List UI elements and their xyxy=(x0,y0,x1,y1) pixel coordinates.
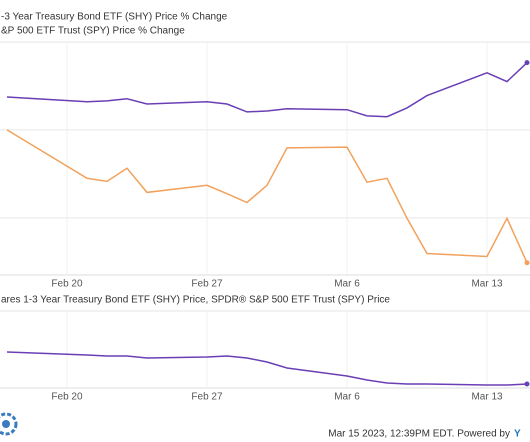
end-marker xyxy=(524,60,530,66)
x-tick-label: Feb 20 xyxy=(51,392,83,403)
x-tick-label: Feb 27 xyxy=(191,392,223,403)
end-marker xyxy=(524,381,530,387)
footer-timestamp: Mar 15 2023, 12:39PM EDT. Powered by xyxy=(328,429,510,440)
legend-entry: -3 Year Treasury Bond ETF (SHY) Price % … xyxy=(1,12,228,23)
x-tick-label: Mar 6 xyxy=(334,279,360,290)
x-tick-label: Mar 13 xyxy=(471,279,503,290)
legend-entry: ares 1-3 Year Treasury Bond ETF (SHY) Pr… xyxy=(1,295,390,306)
footer-brand: Y xyxy=(514,429,521,440)
end-marker xyxy=(524,260,530,266)
series-line xyxy=(6,351,528,386)
x-tick-label: Feb 27 xyxy=(191,279,223,290)
x-tick-label: Mar 13 xyxy=(471,392,503,403)
legend-entry: &P 500 ETF Trust (SPY) Price % Change xyxy=(1,26,185,37)
logo xyxy=(0,412,18,436)
series-line xyxy=(6,129,528,264)
x-tick-label: Mar 6 xyxy=(334,392,360,403)
x-tick-label: Feb 20 xyxy=(51,279,83,290)
series-line xyxy=(6,62,528,118)
